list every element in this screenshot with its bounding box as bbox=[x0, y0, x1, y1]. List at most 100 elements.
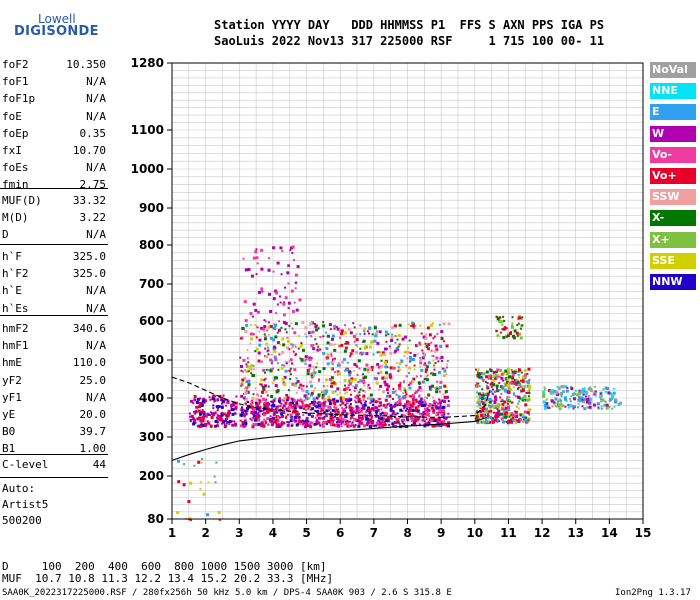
echo-point bbox=[231, 420, 234, 423]
echo-point bbox=[430, 341, 433, 344]
echo-point bbox=[404, 389, 407, 392]
echo-point bbox=[423, 424, 427, 428]
echo-point bbox=[435, 348, 439, 352]
echo-point bbox=[281, 406, 284, 409]
echo-point bbox=[349, 417, 352, 420]
echo-point bbox=[327, 405, 331, 409]
echo-point bbox=[425, 378, 429, 382]
param-value: 10.350 bbox=[66, 58, 106, 71]
echo-point bbox=[239, 364, 243, 368]
echo-point bbox=[496, 414, 500, 418]
echo-point bbox=[396, 404, 399, 407]
echo-point bbox=[372, 353, 375, 356]
echo-point bbox=[278, 353, 281, 356]
echo-point bbox=[437, 413, 440, 416]
param-value: N/A bbox=[86, 339, 106, 353]
echo-point bbox=[428, 418, 432, 422]
echo-point bbox=[381, 411, 384, 414]
echo-point bbox=[475, 384, 479, 388]
echo-point bbox=[303, 394, 307, 398]
echo-point bbox=[257, 351, 261, 355]
echo-point bbox=[355, 338, 359, 342]
echo-point bbox=[285, 398, 289, 402]
echo-point bbox=[516, 334, 519, 337]
echo-point bbox=[326, 334, 330, 338]
echo-point bbox=[351, 421, 354, 424]
echo-point bbox=[433, 424, 437, 428]
echo-point bbox=[512, 336, 516, 340]
echo-point bbox=[519, 336, 523, 340]
echo-point bbox=[528, 395, 531, 398]
echo-point bbox=[521, 415, 525, 419]
echo-point bbox=[307, 407, 310, 410]
echo-point bbox=[563, 397, 567, 401]
echo-point bbox=[582, 393, 585, 396]
echo-point bbox=[480, 397, 484, 401]
echo-point bbox=[492, 383, 496, 387]
echo-point bbox=[264, 320, 267, 323]
echo-point bbox=[431, 355, 434, 358]
echo-point bbox=[358, 394, 361, 397]
echo-point bbox=[416, 417, 420, 421]
echo-point bbox=[550, 391, 554, 395]
echo-point bbox=[446, 404, 450, 408]
echo-point bbox=[366, 421, 370, 425]
echo-point bbox=[379, 422, 383, 426]
echo-point bbox=[292, 403, 295, 406]
echo-point bbox=[387, 417, 390, 420]
echo-point bbox=[256, 407, 260, 411]
echo-point bbox=[298, 399, 301, 402]
echo-point bbox=[447, 400, 450, 403]
echo-point bbox=[246, 379, 249, 382]
echo-point bbox=[377, 409, 380, 412]
echo-point bbox=[357, 424, 361, 428]
legend-item: Vo+ bbox=[650, 168, 696, 184]
echo-point bbox=[283, 383, 287, 387]
echo-point bbox=[442, 322, 446, 326]
echo-point bbox=[290, 246, 294, 250]
echo-point bbox=[244, 369, 247, 372]
echo-point bbox=[395, 417, 398, 420]
echo-point bbox=[383, 360, 387, 364]
echo-point bbox=[551, 405, 554, 408]
echo-point bbox=[378, 412, 381, 415]
echo-point bbox=[384, 371, 388, 375]
echo-point bbox=[491, 392, 494, 395]
echo-point bbox=[249, 342, 252, 345]
echo-point bbox=[419, 397, 423, 401]
echo-point bbox=[369, 418, 373, 422]
echo-point bbox=[416, 411, 419, 414]
echo-point bbox=[528, 408, 532, 412]
echo-point bbox=[293, 368, 297, 372]
echo-point bbox=[293, 331, 297, 335]
echo-point bbox=[254, 308, 258, 312]
param-value: 0.35 bbox=[79, 126, 107, 140]
echo-point bbox=[329, 420, 332, 423]
echo-point bbox=[314, 387, 317, 390]
echo-point bbox=[201, 415, 205, 419]
echo-point bbox=[363, 330, 366, 333]
param-row: foF1 N/A bbox=[2, 75, 106, 89]
echo-point bbox=[555, 391, 559, 395]
echo-point bbox=[398, 400, 402, 404]
echo-point bbox=[333, 406, 336, 409]
echo-point bbox=[482, 392, 485, 395]
echo-point bbox=[324, 378, 328, 382]
echo-point bbox=[423, 403, 427, 407]
echo-point bbox=[354, 395, 358, 399]
echo-point bbox=[500, 392, 503, 395]
echo-point bbox=[287, 301, 291, 305]
echo-point bbox=[588, 402, 592, 406]
echo-point bbox=[241, 406, 244, 409]
echo-point bbox=[355, 333, 358, 336]
echo-point bbox=[214, 395, 217, 398]
echo-point bbox=[320, 404, 324, 408]
echo-point bbox=[527, 390, 530, 393]
echo-point bbox=[499, 331, 502, 334]
echo-point bbox=[419, 388, 423, 392]
echo-point bbox=[511, 380, 515, 384]
echo-point bbox=[182, 483, 186, 487]
echo-point bbox=[322, 335, 325, 338]
echo-point bbox=[570, 387, 574, 391]
